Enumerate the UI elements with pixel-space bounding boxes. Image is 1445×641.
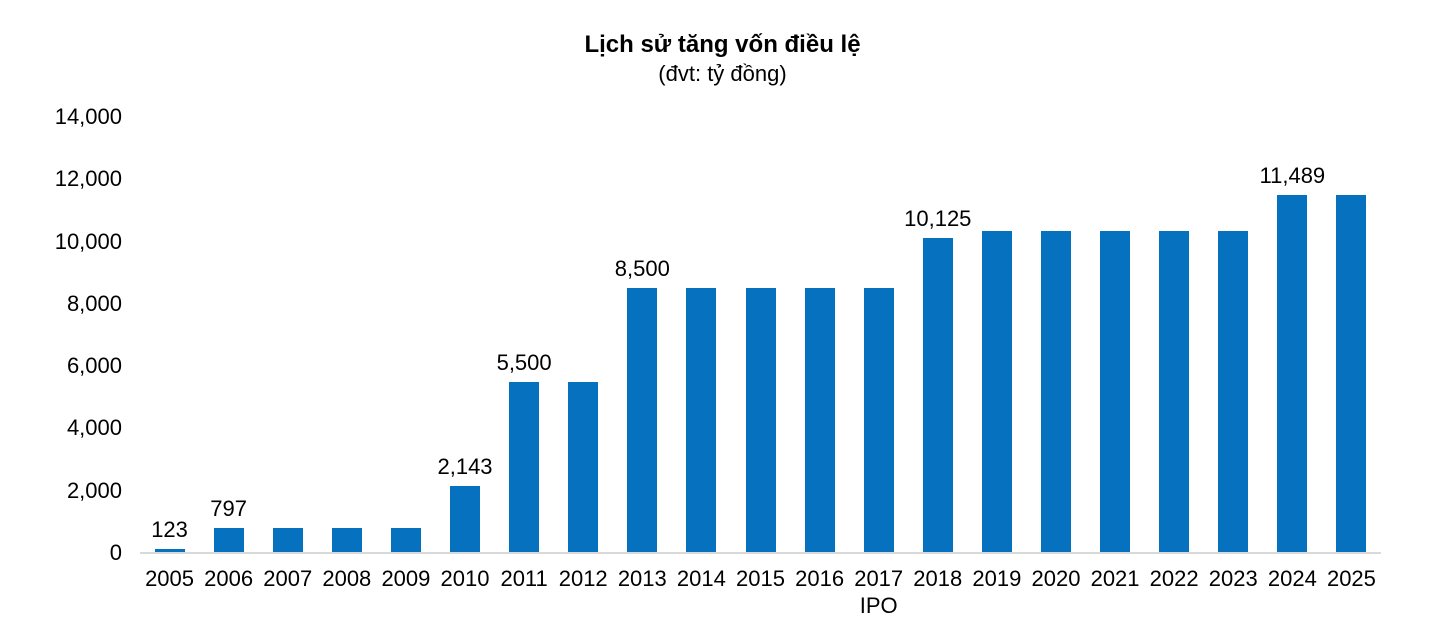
x-axis-tick-label: 2018	[913, 566, 963, 591]
x-axis-tick-label: 2010	[440, 566, 490, 591]
x-axis-tick-label: 2011	[500, 566, 548, 591]
y-axis-tick-label: 0	[109, 540, 122, 565]
bar-value-label: 8,500	[614, 256, 670, 281]
x-axis-tick-label: 2016	[795, 566, 845, 591]
bar	[272, 528, 303, 553]
ipo-annotation: IPO	[859, 593, 898, 618]
x-axis-tick-label: 2019	[972, 566, 1022, 591]
y-axis-tick-label: 8,000	[66, 290, 122, 316]
x-axis-tick-label: 2006	[204, 566, 254, 591]
bar	[922, 238, 953, 553]
x-axis-tick-label: 2015	[736, 566, 785, 591]
bar	[981, 231, 1012, 553]
bar	[804, 288, 835, 553]
bar-value-label: 2,143	[437, 454, 493, 479]
bar	[331, 528, 362, 553]
bar	[1159, 231, 1190, 553]
x-axis-tick-label: 2007	[263, 566, 313, 591]
bar-value-label: 123	[151, 517, 188, 542]
x-axis-line	[140, 552, 1381, 554]
bar	[1336, 195, 1367, 553]
x-axis-tick-label: 2014	[676, 566, 726, 591]
y-axis-tick-label: 10,000	[54, 228, 122, 254]
bar	[568, 382, 599, 553]
bar-value-label: 11,489	[1259, 163, 1326, 188]
x-axis-tick-label: 2023	[1208, 566, 1258, 591]
x-axis-tick-label: 2017	[854, 566, 904, 591]
y-axis-tick-label: 14,000	[54, 104, 122, 129]
y-axis-tick-label: 12,000	[54, 166, 122, 192]
chart-title: Lịch sử tăng vốn điều lệ	[584, 31, 861, 58]
x-axis-tick-label: 2021	[1090, 566, 1140, 591]
chart-subtitle: (đvt: tỷ đồng)	[658, 61, 787, 86]
bar	[745, 288, 776, 553]
x-axis-tick-label: 2005	[145, 566, 195, 591]
x-axis-tick-label: 2020	[1031, 566, 1081, 591]
bar-value-label: 797	[210, 496, 247, 521]
bar	[863, 288, 894, 553]
x-axis-tick-label: 2025	[1326, 566, 1376, 591]
y-axis-tick-label: 4,000	[66, 415, 122, 441]
bar	[627, 288, 658, 553]
bar	[213, 528, 244, 553]
bar	[509, 382, 540, 553]
bar	[1040, 231, 1071, 553]
bar-value-label: 10,125	[904, 206, 972, 231]
chart-header: Lịch sử tăng vốn điều lệ (đvt: tỷ đồng)	[0, 30, 1445, 87]
x-axis-tick-label: 2012	[558, 566, 608, 591]
bar-value-label: 5,500	[496, 350, 552, 375]
x-axis-tick-label: 2008	[322, 566, 372, 591]
x-axis-tick-label: 2022	[1149, 566, 1199, 591]
bar	[390, 528, 421, 553]
bar	[1100, 231, 1131, 553]
x-axis-tick-label: 2013	[617, 566, 667, 591]
bar	[1218, 231, 1249, 553]
x-axis-tick-label: 2024	[1267, 566, 1317, 591]
bar	[686, 288, 717, 553]
x-axis-tick-label: 2009	[381, 566, 431, 591]
y-axis-tick-label: 2,000	[66, 477, 122, 503]
bar	[450, 486, 481, 553]
y-axis-tick-label: 6,000	[66, 353, 122, 379]
bar	[1277, 195, 1308, 553]
bar	[154, 549, 185, 553]
